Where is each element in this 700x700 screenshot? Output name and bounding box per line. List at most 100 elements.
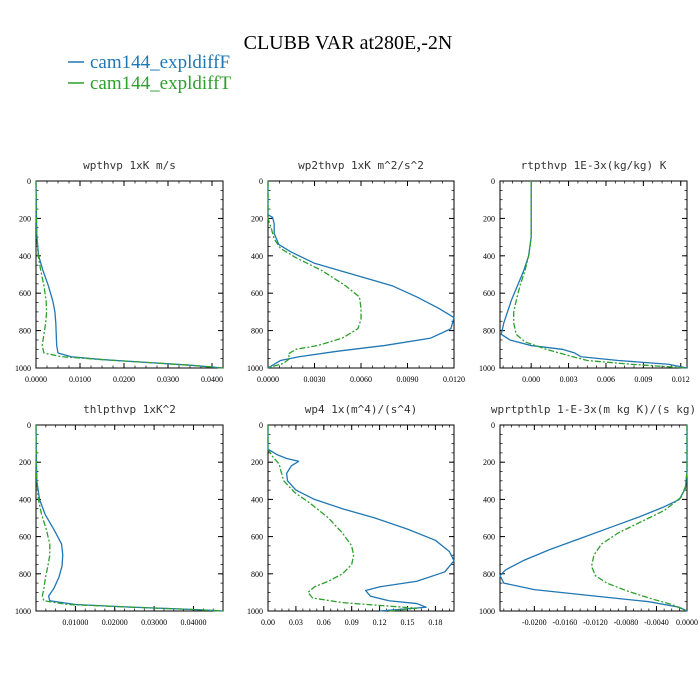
x-tick-label: 0.09 bbox=[345, 618, 359, 627]
legend-label-2: cam144_expldiffT bbox=[90, 73, 231, 94]
series-line-2 bbox=[35, 180, 224, 369]
y-tick-label: 800 bbox=[251, 327, 263, 336]
x-tick-label: 0.0120 bbox=[443, 375, 465, 384]
y-tick-label: 1000 bbox=[479, 607, 495, 616]
y-tick-label: 0 bbox=[27, 421, 31, 430]
y-tick-label: 200 bbox=[19, 458, 31, 467]
y-tick-label: 800 bbox=[483, 570, 495, 579]
x-tick-label: 0.0000 bbox=[676, 618, 698, 627]
y-tick-label: 1000 bbox=[247, 364, 263, 373]
plot-frame bbox=[499, 424, 688, 612]
legend-label-1: cam144_expldiffF bbox=[90, 52, 230, 73]
y-tick-label: 400 bbox=[251, 252, 263, 261]
x-tick-label: 0.0300 bbox=[157, 375, 179, 384]
chart-panel-3: rtpthvp 1E-3x(kg/kg) K 0 200 400 600 800 1000 0… bbox=[479, 159, 690, 384]
legend: cam144_expldiffF cam144_expldiffT bbox=[68, 52, 231, 94]
chart-title: wp4 1x(m^4)/(s^4) bbox=[305, 403, 418, 416]
y-tick-label: 400 bbox=[251, 495, 263, 504]
chart-title: rtpthvp 1E-3x(kg/kg) K bbox=[521, 159, 667, 172]
x-tick-label: 0.00 bbox=[261, 618, 275, 627]
x-tick-label: -0.0120 bbox=[583, 618, 608, 627]
y-tick-label: 600 bbox=[483, 533, 495, 542]
y-tick-label: 200 bbox=[483, 458, 495, 467]
y-tick-label: 600 bbox=[251, 533, 263, 542]
series-line-2 bbox=[267, 181, 362, 369]
y-tick-label: 400 bbox=[19, 495, 31, 504]
x-tick-label: 0.0200 bbox=[113, 375, 135, 384]
chart-panel-5: wp4 1x(m^4)/(s^4) 0 200 400 600 800 1000 0.00 0.… bbox=[247, 403, 455, 627]
x-tick-label: 0.02000 bbox=[102, 618, 128, 627]
x-tick-label: 0.03000 bbox=[141, 618, 167, 627]
y-tick-label: 0 bbox=[491, 177, 495, 186]
x-tick-label: 0.12 bbox=[373, 618, 387, 627]
series-line-1 bbox=[499, 425, 688, 612]
series-line-1 bbox=[35, 180, 224, 369]
plot-frame bbox=[267, 424, 455, 612]
x-tick-label: 0.0060 bbox=[350, 375, 372, 384]
chart-panel-6: wprtpthlp 1-E-3x(m kg K)/(s kg) 0 200 400 60… bbox=[479, 403, 698, 627]
x-tick-label: -0.0040 bbox=[644, 618, 669, 627]
x-tick-label: -0.0080 bbox=[614, 618, 639, 627]
x-tick-label: 0.000 bbox=[522, 375, 540, 384]
plot-frame bbox=[499, 180, 688, 369]
x-tick-label: 0.0000 bbox=[257, 375, 279, 384]
x-tick-label: 0.012 bbox=[672, 375, 690, 384]
x-tick-label: 0.15 bbox=[401, 618, 415, 627]
y-tick-label: 1000 bbox=[15, 607, 31, 616]
series-line-2 bbox=[267, 425, 418, 612]
y-tick-label: 800 bbox=[251, 570, 263, 579]
y-tick-label: 600 bbox=[19, 289, 31, 298]
y-tick-label: 600 bbox=[19, 533, 31, 542]
chart-title: wprtpthlp 1-E-3x(m kg K)/(s kg) bbox=[491, 403, 696, 416]
figure-title: CLUBB VAR at280E,-2N bbox=[244, 32, 453, 54]
x-tick-label: 0.0000 bbox=[25, 375, 47, 384]
x-tick-label: -0.0160 bbox=[553, 618, 578, 627]
plot-frame bbox=[267, 180, 455, 369]
y-tick-label: 600 bbox=[251, 289, 263, 298]
x-tick-label: -0.0200 bbox=[522, 618, 547, 627]
y-tick-label: 400 bbox=[19, 252, 31, 261]
x-tick-label: 0.003 bbox=[560, 375, 578, 384]
x-tick-label: 0.18 bbox=[428, 618, 442, 627]
series-line-2 bbox=[35, 424, 224, 612]
x-tick-label: 0.04000 bbox=[180, 618, 206, 627]
y-tick-label: 200 bbox=[251, 458, 263, 467]
chart-panel-1: wpthvp 1xK m/s 0 200 400 600 800 1000 0.0000 0.0… bbox=[15, 159, 224, 384]
y-tick-label: 200 bbox=[19, 214, 31, 223]
chart-title: wp2thvp 1xK m^2/s^2 bbox=[298, 159, 424, 172]
y-tick-label: 1000 bbox=[247, 607, 263, 616]
y-tick-label: 200 bbox=[483, 214, 495, 223]
plot-frame bbox=[35, 424, 224, 612]
y-tick-label: 800 bbox=[19, 327, 31, 336]
y-tick-label: 600 bbox=[483, 289, 495, 298]
y-tick-label: 0 bbox=[259, 421, 263, 430]
series-line-1 bbox=[267, 181, 455, 369]
series-line-2 bbox=[513, 181, 688, 369]
x-tick-label: 0.01000 bbox=[62, 618, 88, 627]
chart-panel-4: thlpthvp 1xK^2 0 200 400 600 800 1000 0.01000 0.… bbox=[15, 403, 224, 627]
y-tick-label: 0 bbox=[259, 177, 263, 186]
chart-title: wpthvp 1xK m/s bbox=[83, 159, 176, 172]
y-tick-label: 200 bbox=[251, 214, 263, 223]
x-tick-label: 0.06 bbox=[317, 618, 331, 627]
x-tick-label: 0.006 bbox=[597, 375, 615, 384]
x-tick-label: 0.0100 bbox=[69, 375, 91, 384]
series-line-2 bbox=[590, 425, 688, 612]
y-tick-label: 800 bbox=[483, 327, 495, 336]
x-tick-label: 0.0400 bbox=[201, 375, 223, 384]
series-line-1 bbox=[267, 425, 455, 612]
y-tick-label: 0 bbox=[27, 177, 31, 186]
y-tick-label: 400 bbox=[483, 495, 495, 504]
x-tick-label: 0.0030 bbox=[304, 375, 326, 384]
y-tick-label: 400 bbox=[483, 252, 495, 261]
y-tick-label: 1000 bbox=[15, 364, 31, 373]
y-tick-label: 0 bbox=[491, 421, 495, 430]
x-tick-label: 0.0090 bbox=[397, 375, 419, 384]
x-tick-label: 0.009 bbox=[634, 375, 652, 384]
y-tick-label: 800 bbox=[19, 570, 31, 579]
series-line-1 bbox=[35, 424, 224, 612]
series-line-1 bbox=[500, 181, 688, 369]
y-tick-label: 1000 bbox=[479, 364, 495, 373]
x-tick-label: 0.03 bbox=[289, 618, 303, 627]
